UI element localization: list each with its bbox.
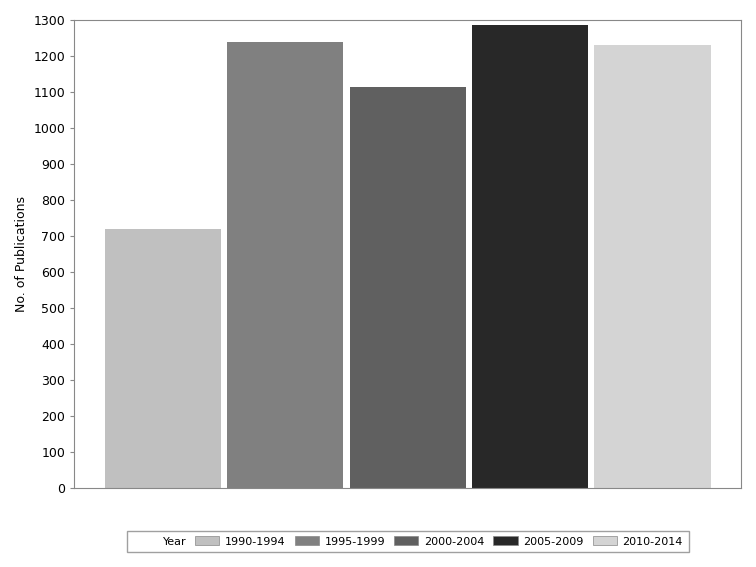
Bar	[594, 45, 711, 488]
Bar	[227, 41, 343, 488]
Bar	[472, 26, 588, 488]
Legend: Year, 1990-1994, 1995-1999, 2000-2004, 2005-2009, 2010-2014: Year, 1990-1994, 1995-1999, 2000-2004, 2…	[127, 531, 689, 552]
Bar	[105, 229, 221, 488]
Bar	[349, 87, 466, 488]
Y-axis label: No. of Publications: No. of Publications	[15, 196, 28, 312]
